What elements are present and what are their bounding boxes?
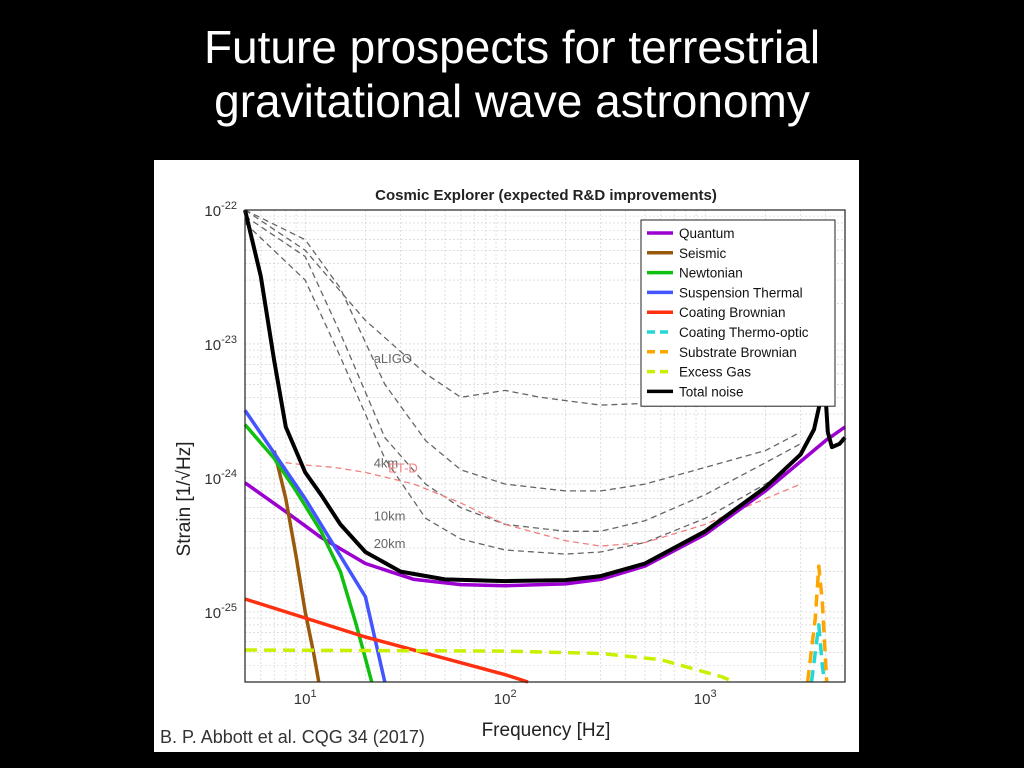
x-tick-label: 103 [694, 688, 717, 708]
series-line-seismic [272, 450, 321, 683]
x-tick-label: 102 [494, 688, 517, 708]
noise-curve-chart: Cosmic Explorer (expected R&D improvemen… [174, 187, 847, 741]
legend-label-coating-brownian: Coating Brownian [679, 305, 786, 320]
slide-title: Future prospects for terrestrial gravita… [0, 20, 1024, 128]
slide-title-line-2: gravitational wave astronomy [214, 75, 810, 127]
citation: B. P. Abbott et al. CQG 34 (2017) [160, 727, 425, 747]
reference-label-20km: 20km [374, 536, 406, 551]
axis-ticks: 101 102 103 10-25 10-24 10-23 10-22 [204, 200, 716, 708]
reference-curve-20km [244, 222, 801, 555]
legend: Quantum Seismic Newtonian Suspension Therma… [640, 219, 836, 407]
series-line-newtonian [243, 423, 374, 683]
reference-label-aligo: aLIGO [374, 351, 412, 366]
y-tick-label: 10-25 [204, 602, 237, 622]
series-line-coating-thermo-optic [809, 623, 827, 683]
series-line-excess-gas [244, 648, 736, 684]
y-axis-label: Strain [1/√Hz] [174, 442, 195, 557]
series-line-coating-brownian [244, 597, 529, 684]
series-line-quantum [243, 425, 847, 588]
reference-curve-4km [244, 209, 801, 492]
reference-curves: aLIGO 4km 10km 20km ET-D [244, 209, 801, 555]
legend-label-substrate-brownian: Substrate Brownian [679, 345, 797, 360]
reference-curve-10km [244, 215, 801, 532]
chart-title: Cosmic Explorer (expected R&D improvemen… [375, 187, 717, 204]
y-tick-label: 10-23 [204, 334, 237, 354]
x-tick-label: 101 [294, 688, 317, 708]
reference-label-et-d: ET-D [388, 460, 418, 475]
y-tick-label: 10-24 [204, 468, 237, 488]
legend-label-excess-gas: Excess Gas [679, 365, 751, 380]
legend-label-quantum: Quantum [679, 226, 735, 241]
grid [244, 210, 846, 683]
legend-box [640, 219, 836, 407]
reference-label-4km: 4km [374, 455, 399, 470]
reference-curve-et-d [285, 462, 801, 547]
legend-label-coating-thermo-optic: Coating Thermo-optic [679, 325, 809, 340]
legend-label-total-noise: Total noise [679, 384, 744, 399]
legend-label-newtonian: Newtonian [679, 266, 743, 281]
plot-frame [244, 209, 846, 683]
reference-curve-aligo [244, 209, 801, 406]
chart-figure: Cosmic Explorer (expected R&D improvemen… [154, 160, 859, 752]
legend-label-seismic: Seismic [679, 246, 727, 261]
reference-label-10km: 10km [374, 509, 406, 524]
legend-label-suspension-thermal: Suspension Thermal [679, 285, 803, 300]
series-line-substrate-brownian [805, 564, 829, 683]
x-axis-label: Frequency [Hz] [482, 720, 611, 741]
y-tick-label: 10-22 [204, 200, 237, 220]
slide-title-line-1: Future prospects for terrestrial [203, 21, 821, 73]
